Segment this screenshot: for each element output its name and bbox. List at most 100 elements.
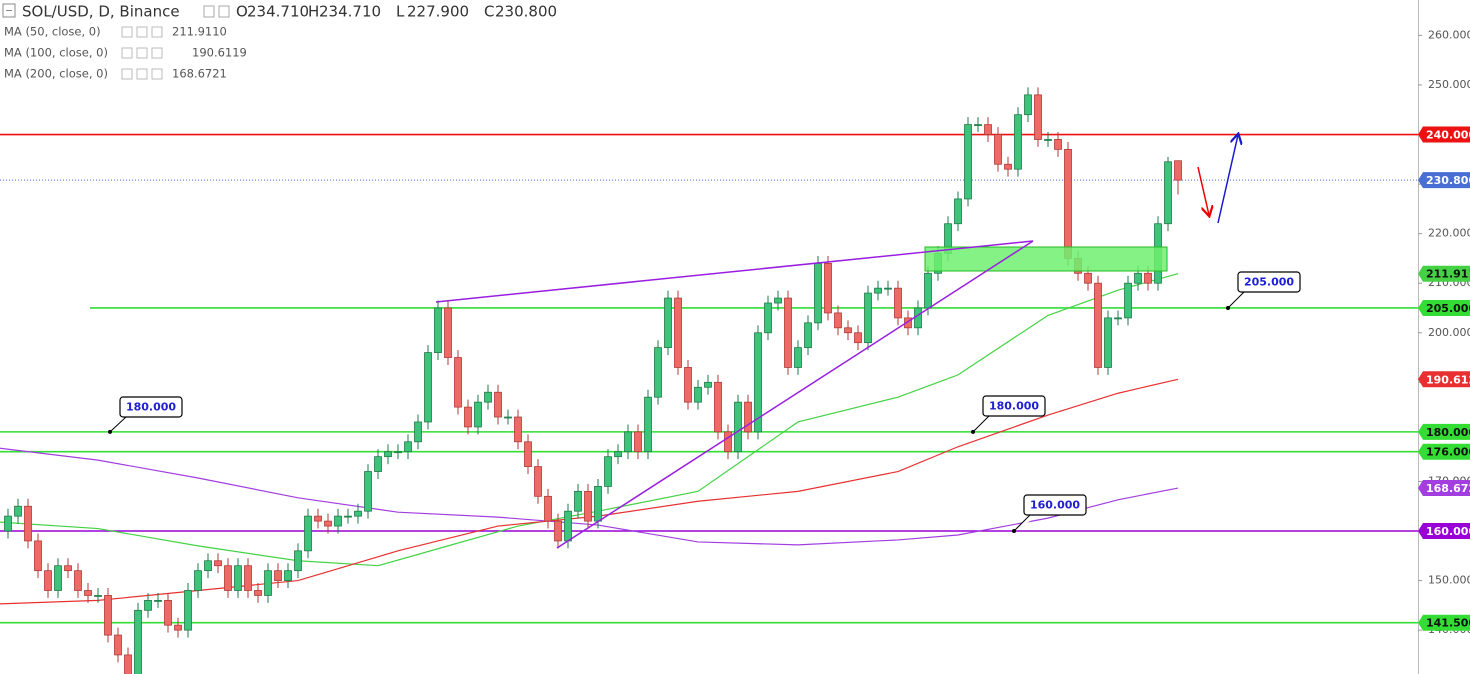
candle-body bbox=[754, 332, 762, 433]
ma-line bbox=[0, 273, 1179, 567]
price-label-bg bbox=[1418, 299, 1470, 316]
candle-body bbox=[714, 381, 722, 433]
candle-body bbox=[534, 466, 542, 497]
candle-body bbox=[1004, 163, 1012, 170]
icon bbox=[121, 47, 133, 59]
candle-body bbox=[304, 515, 312, 552]
ma-line bbox=[0, 378, 1179, 605]
callout-label: 160.000 bbox=[1030, 499, 1080, 512]
ohlc-key: O bbox=[236, 3, 248, 21]
price-label: 160.000 bbox=[1426, 525, 1470, 538]
icon[interactable] bbox=[218, 5, 230, 18]
candle-body bbox=[1054, 139, 1062, 150]
callout-label: 180.000 bbox=[126, 401, 176, 414]
candle-body bbox=[34, 540, 42, 572]
candle-body bbox=[334, 515, 342, 527]
candle-body bbox=[804, 322, 812, 349]
candle-body bbox=[124, 654, 132, 674]
candle-body bbox=[4, 515, 12, 532]
candle-body bbox=[194, 570, 202, 591]
symbol: SOL/USD, D, Binance bbox=[22, 3, 180, 21]
arrow-up bbox=[1217, 135, 1238, 224]
plot-area bbox=[0, 87, 1418, 674]
price-label: 176.000 bbox=[1426, 446, 1470, 459]
callout-tail bbox=[1013, 514, 1040, 532]
collapse-icon[interactable] bbox=[2, 3, 16, 18]
candle-body bbox=[1084, 272, 1092, 284]
ma-name: MA (50, close, 0) bbox=[4, 25, 101, 39]
candle-body bbox=[74, 570, 82, 591]
icon bbox=[136, 47, 148, 59]
candle-body bbox=[44, 570, 52, 591]
candle-body bbox=[254, 590, 262, 596]
icon bbox=[151, 68, 163, 80]
candle-body bbox=[624, 431, 632, 453]
candle-body bbox=[914, 307, 922, 329]
candle-body bbox=[174, 624, 182, 631]
candle-body bbox=[64, 565, 72, 572]
candle-body bbox=[774, 297, 782, 304]
zone-box bbox=[924, 246, 1168, 272]
candle-body bbox=[1114, 317, 1122, 320]
price-label-bg bbox=[1418, 371, 1470, 388]
ma-value: 168.6721 bbox=[172, 67, 227, 81]
trend-line bbox=[556, 240, 1034, 549]
icon bbox=[136, 26, 148, 38]
candle-body bbox=[604, 456, 612, 487]
candle-body bbox=[1014, 114, 1022, 170]
candle-body bbox=[964, 124, 972, 200]
candle-body bbox=[654, 347, 662, 398]
candle-body bbox=[274, 570, 282, 581]
price-label-bg bbox=[1418, 523, 1470, 540]
price-label-bg bbox=[1418, 443, 1470, 460]
icon bbox=[121, 68, 133, 80]
candle-body bbox=[544, 495, 552, 522]
icon bbox=[121, 26, 133, 38]
callout-dot bbox=[971, 429, 975, 434]
price-label-bg bbox=[1418, 126, 1470, 143]
candle-body bbox=[364, 471, 372, 512]
icon bbox=[151, 26, 163, 38]
y-tick-label: 200.000 bbox=[1428, 326, 1470, 339]
candle-body bbox=[664, 297, 672, 349]
candle-body bbox=[1104, 317, 1112, 368]
candle-body bbox=[814, 262, 822, 324]
candle-body bbox=[784, 297, 792, 368]
ohlc-key: C bbox=[484, 3, 494, 21]
candle-body bbox=[354, 510, 362, 517]
price-label: 180.000 bbox=[1426, 426, 1470, 439]
candle-body bbox=[104, 595, 112, 636]
price-label: 168.672 bbox=[1426, 482, 1470, 495]
icons bbox=[203, 5, 230, 18]
callout-label: 205.000 bbox=[1244, 276, 1294, 289]
price-label-bg bbox=[1418, 423, 1470, 440]
ma-line bbox=[0, 447, 1179, 546]
y-tick-label: 150.000 bbox=[1428, 574, 1470, 587]
candle-body bbox=[204, 560, 212, 572]
candle-body bbox=[464, 406, 472, 428]
candle-body bbox=[384, 451, 392, 458]
candle-body bbox=[874, 287, 882, 294]
ohlc-key: H bbox=[308, 3, 319, 21]
arrow-down bbox=[1197, 166, 1209, 215]
candle-body bbox=[394, 451, 402, 454]
candle-body bbox=[1144, 272, 1152, 284]
candle-body bbox=[84, 590, 92, 596]
candle-body bbox=[1174, 160, 1182, 181]
candle-body bbox=[424, 352, 432, 423]
ma-value: 211.9110 bbox=[172, 25, 227, 39]
candle-body bbox=[294, 550, 302, 572]
icon bbox=[136, 68, 148, 80]
candle-body bbox=[954, 198, 962, 225]
callout-box bbox=[1237, 271, 1301, 293]
price-label: 141.500 bbox=[1426, 617, 1470, 630]
icon[interactable] bbox=[203, 5, 215, 18]
price-label-bg bbox=[1418, 265, 1470, 282]
candle-body bbox=[554, 520, 562, 542]
candle-body bbox=[864, 292, 872, 344]
candle-body bbox=[514, 416, 522, 443]
callout-tail bbox=[109, 416, 136, 433]
candle-body bbox=[724, 431, 732, 453]
candle-body bbox=[234, 565, 242, 591]
